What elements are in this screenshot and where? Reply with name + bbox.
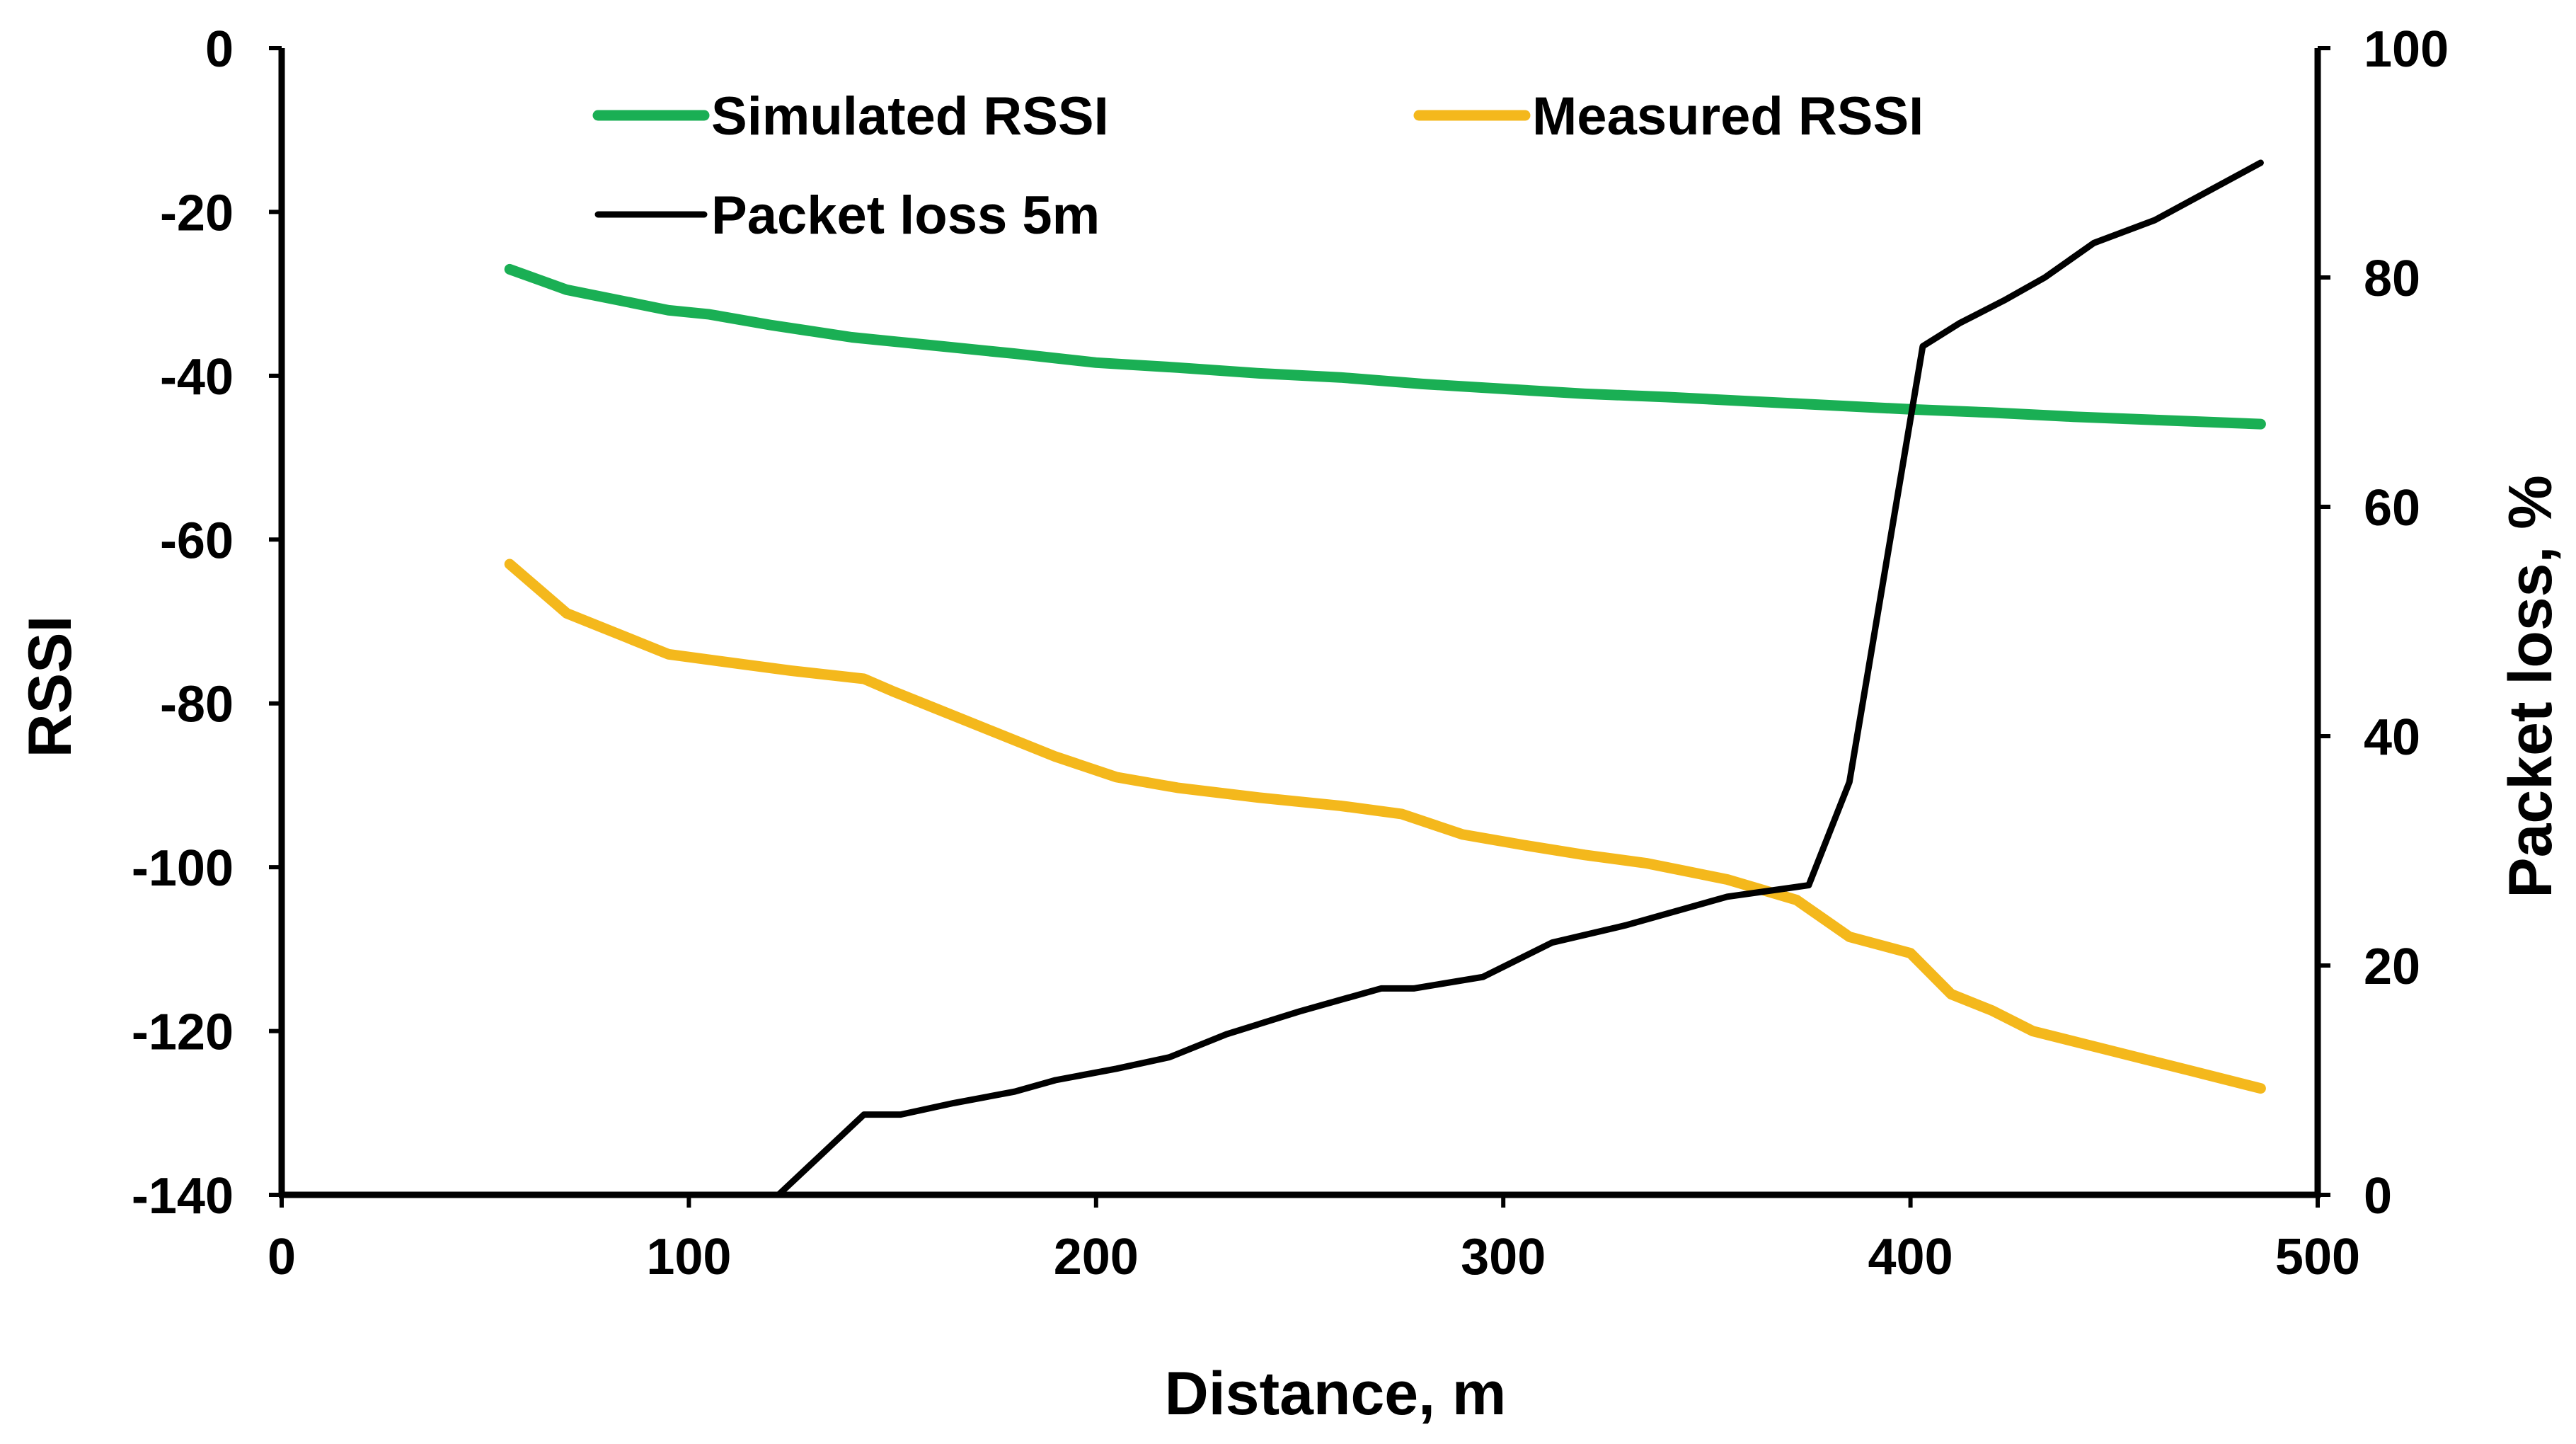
y2-tick-label: 80 <box>2364 251 2420 307</box>
legend-label-measured-rssi: Measured RSSI <box>1532 86 1924 147</box>
x-tick-label: 100 <box>646 1229 731 1285</box>
y2-tick-label: 20 <box>2364 939 2420 995</box>
y-tick-label: -60 <box>160 512 234 569</box>
x-tick-label: 300 <box>1461 1229 1546 1285</box>
legend-label-simulated-rssi: Simulated RSSI <box>711 86 1109 147</box>
y2-tick-label: 0 <box>2364 1168 2392 1225</box>
series-line-packet-loss-5m <box>775 159 2264 1198</box>
series-layer <box>504 159 2266 1198</box>
y-tick-label: -120 <box>132 1004 234 1061</box>
y-tick-label: -20 <box>160 185 234 241</box>
x-tick-label: 500 <box>2275 1229 2360 1285</box>
y-tick-label: -40 <box>160 349 234 406</box>
y2-tick-label: 40 <box>2364 709 2420 766</box>
y2-axis-title: Packet loss, % <box>2497 475 2565 898</box>
series-line-measured-rssi <box>504 558 2266 1094</box>
y2-tick-label: 60 <box>2364 480 2420 537</box>
y-tick-label: -140 <box>132 1168 234 1225</box>
y-tick-label: 0 <box>205 21 234 78</box>
y-axis-title: RSSI <box>16 616 84 758</box>
y-tick-label: -80 <box>160 677 234 733</box>
x-tick-label: 200 <box>1054 1229 1139 1285</box>
x-axis-title: Distance, m <box>1165 1360 1507 1428</box>
legend-label-packet-loss-5m: Packet loss 5m <box>711 185 1100 246</box>
y2-tick-label: 100 <box>2364 21 2449 78</box>
x-tick-label: 400 <box>1868 1229 1953 1285</box>
y-tick-label: -100 <box>132 840 234 897</box>
x-tick-label: 0 <box>268 1229 296 1285</box>
legend: Simulated RSSI Measured RSSI Packet loss 5… <box>592 86 1924 246</box>
series-line-simulated-rssi <box>504 263 2266 430</box>
axes-layer: 0 100 200 300 400 5000-20-40-60-80-100-120-14… <box>132 21 2449 1285</box>
